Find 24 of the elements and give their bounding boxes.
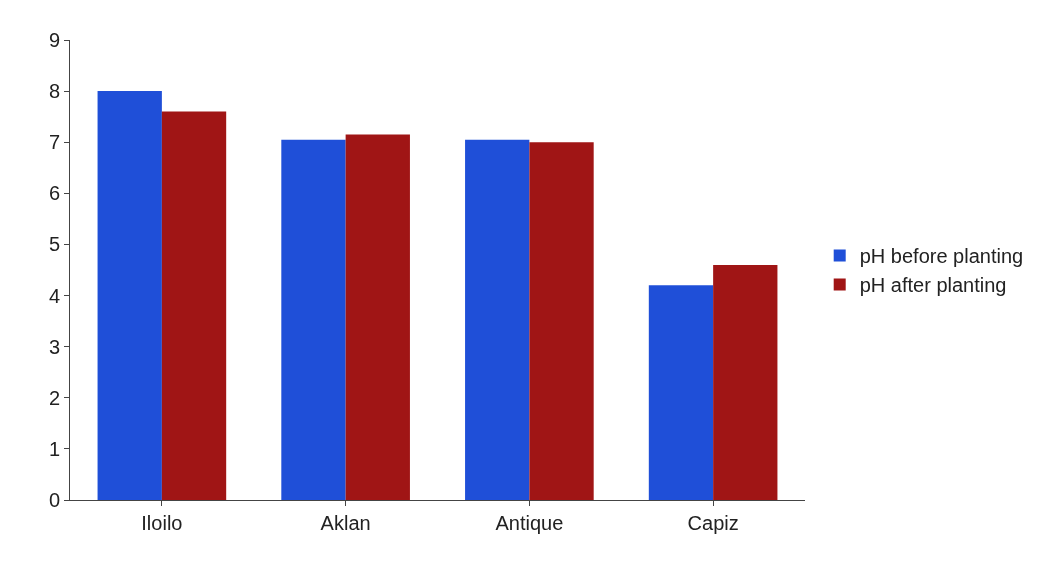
y-tick-label: 3 bbox=[48, 335, 60, 358]
y-tick-label: 9 bbox=[48, 29, 60, 51]
bar bbox=[529, 142, 594, 500]
bar bbox=[161, 111, 227, 500]
x-tick-label: Capiz bbox=[687, 512, 739, 534]
bar bbox=[648, 285, 714, 500]
bar bbox=[465, 139, 530, 500]
legend-label: pH before planting bbox=[859, 245, 1024, 268]
bar bbox=[713, 264, 778, 500]
y-tick-label: 4 bbox=[48, 284, 60, 307]
y-tick-label: 1 bbox=[48, 437, 60, 460]
x-tick-label: Iloilo bbox=[141, 512, 183, 534]
y-tick-label: 8 bbox=[48, 80, 60, 103]
x-tick-label: Aklan bbox=[320, 512, 371, 534]
y-tick-label: 0 bbox=[48, 489, 60, 511]
x-tick-label: Antique bbox=[495, 512, 564, 534]
bar bbox=[281, 139, 346, 500]
y-tick-label: 6 bbox=[48, 182, 60, 205]
y-tick-label: 7 bbox=[48, 131, 60, 154]
y-tick-label: 2 bbox=[48, 386, 60, 409]
y-tick-label: 5 bbox=[48, 233, 60, 256]
bar bbox=[97, 91, 162, 500]
legend-label: pH after planting bbox=[859, 274, 1007, 297]
bar bbox=[345, 134, 410, 500]
